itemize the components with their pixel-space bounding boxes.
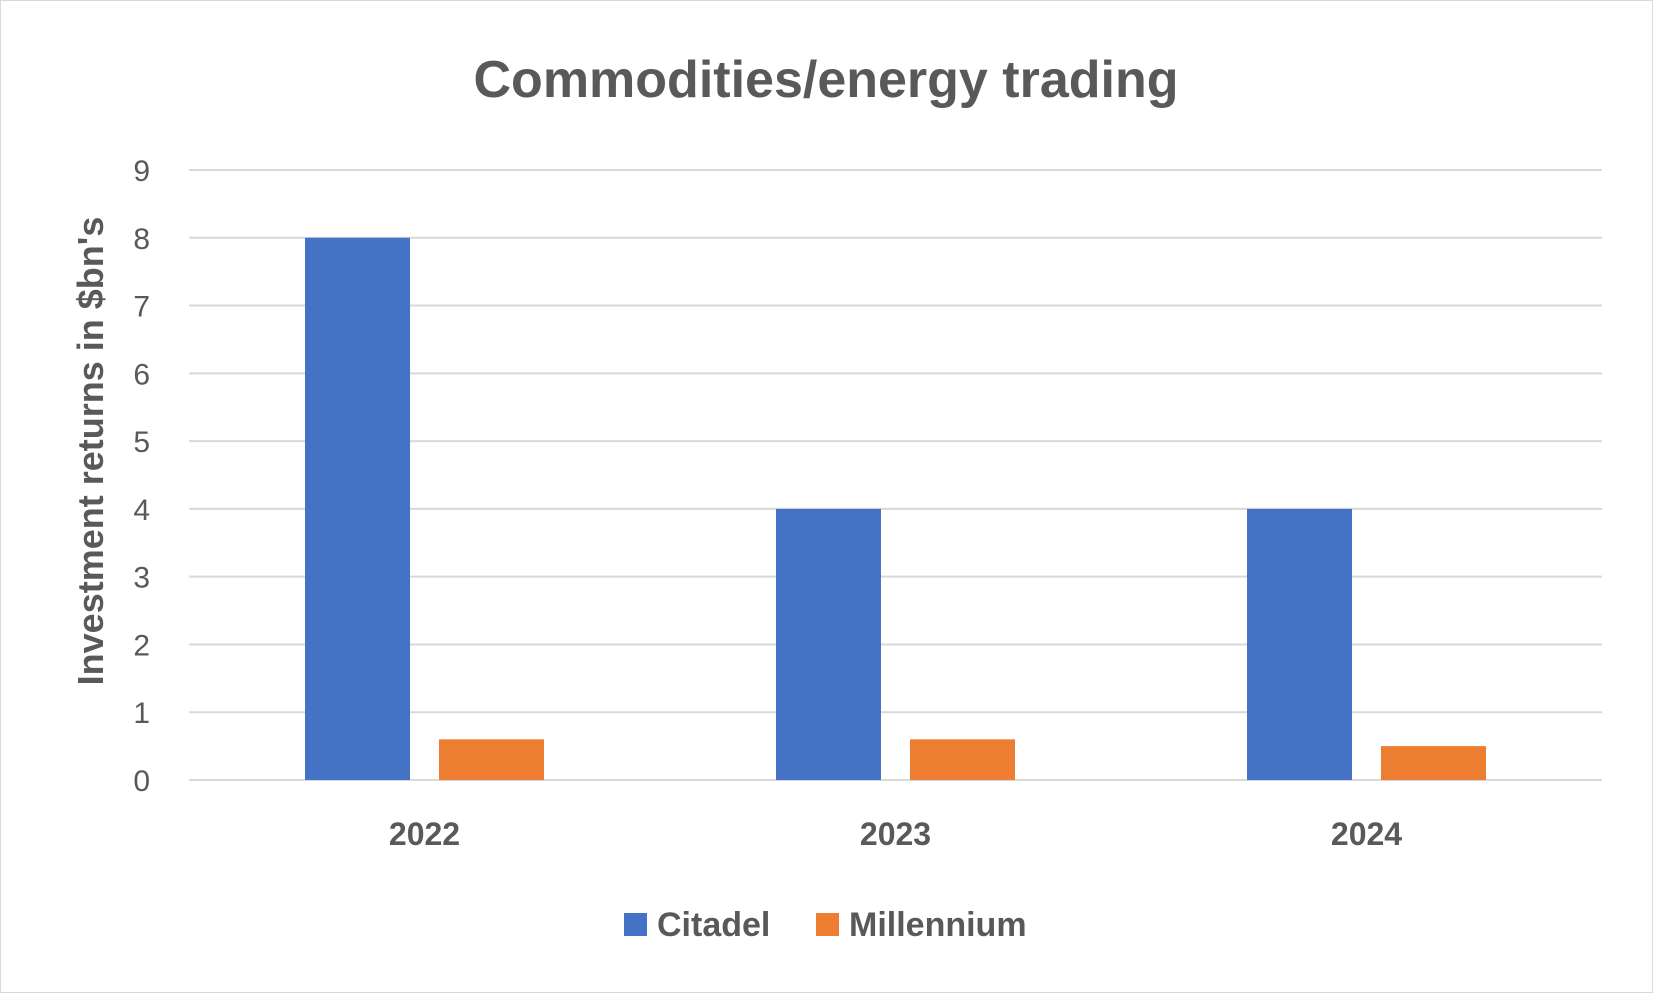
y-tick-label: 4 <box>133 494 150 527</box>
x-tick-label: 2023 <box>860 816 931 852</box>
x-axis-ticks: 2022 2023 2024 <box>389 816 1402 852</box>
bar-citadel-2023 <box>776 508 881 780</box>
bar-citadel-2022 <box>305 237 410 780</box>
legend-label-citadel: Citadel <box>657 906 770 944</box>
y-tick-label: 8 <box>133 223 150 256</box>
bar-millennium-2022 <box>439 739 544 780</box>
x-tick-label: 2024 <box>1331 816 1402 852</box>
legend-swatch-citadel <box>624 913 647 936</box>
legend: Citadel Millennium <box>624 906 1027 944</box>
y-tick-label: 3 <box>133 562 150 595</box>
y-tick-label: 7 <box>133 291 150 324</box>
bar-millennium-2024 <box>1381 746 1486 780</box>
y-axis-label: Investment returns in $bn's <box>70 217 111 686</box>
chart-title: Commodities/energy trading <box>474 51 1179 109</box>
bars <box>305 237 1486 780</box>
y-tick-label: 5 <box>133 426 150 459</box>
y-tick-label: 0 <box>133 765 150 798</box>
y-tick-label: 9 <box>133 155 150 188</box>
legend-swatch-millennium <box>816 913 839 936</box>
bar-millennium-2023 <box>910 739 1015 780</box>
x-tick-label: 2022 <box>389 816 460 852</box>
legend-label-millennium: Millennium <box>849 906 1027 944</box>
y-tick-label: 2 <box>133 629 150 662</box>
y-tick-label: 1 <box>133 697 150 730</box>
y-tick-label: 6 <box>133 358 150 391</box>
grid-lines <box>189 169 1602 781</box>
y-axis-ticks: 0 1 2 3 4 5 6 7 8 9 <box>133 155 150 798</box>
bar-citadel-2024 <box>1247 508 1352 780</box>
